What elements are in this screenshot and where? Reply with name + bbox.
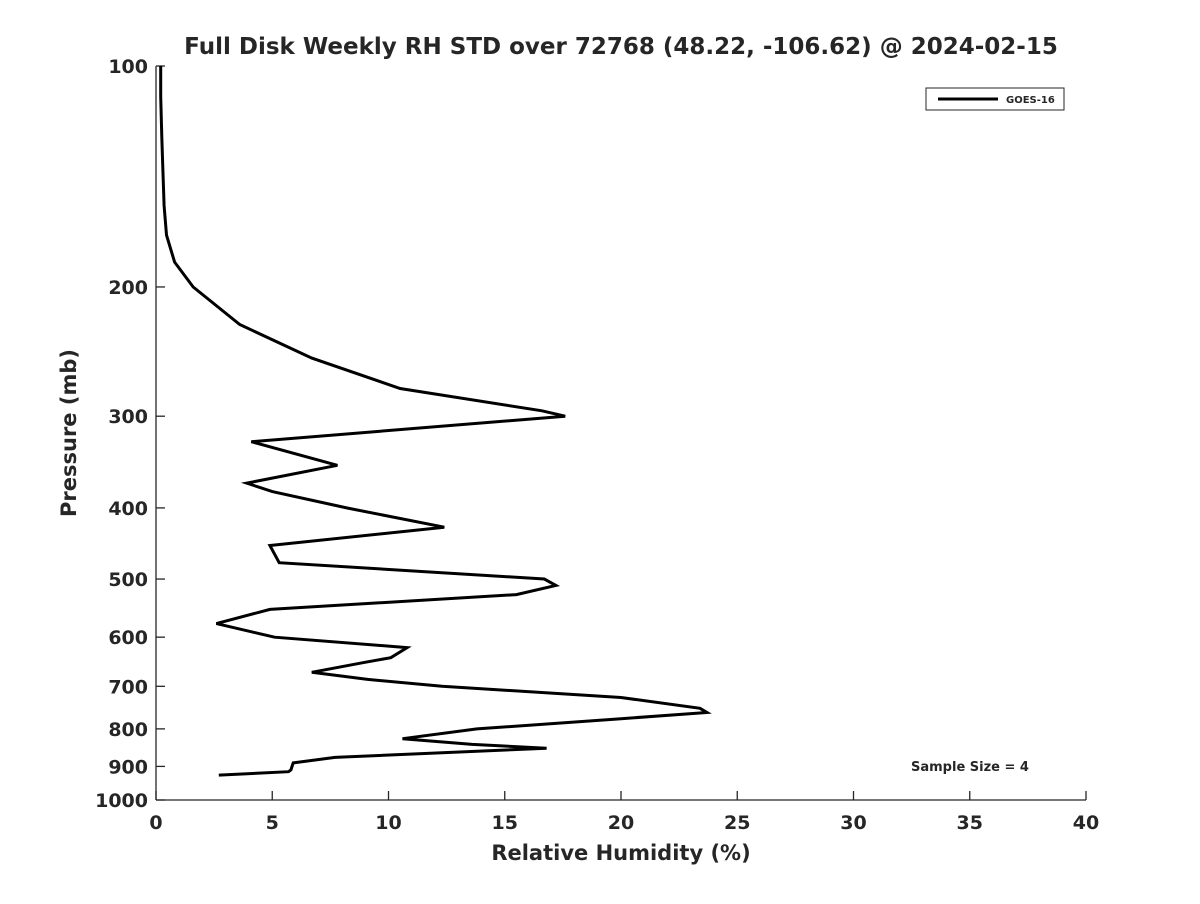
series-line-0 (159, 66, 712, 777)
x-tick-label-5: 25 (724, 812, 750, 834)
legend: GOES-16 (925, 87, 1065, 111)
series-layer (159, 66, 712, 777)
y-tick-label-7: 800 (108, 719, 148, 741)
x-tick-label-7: 35 (957, 812, 983, 834)
y-ticks: 100 200 300 400 500 600 700 800 900 1000 (95, 56, 165, 812)
y-tick-label-8: 900 (108, 756, 148, 778)
chart-title: Full Disk Weekly RH STD over 72768 (48.2… (184, 34, 1058, 60)
plot-area: 0 5 10 15 20 25 30 35 40 100 200 300 400 500 600 700 80… (95, 56, 1099, 834)
y-tick-label-2: 300 (108, 406, 148, 428)
x-tick-label-3: 15 (492, 812, 518, 834)
x-tick-label-1: 5 (266, 812, 279, 834)
x-axis-label: Relative Humidity (%) (491, 841, 750, 865)
y-tick-label-9: 1000 (95, 790, 148, 812)
y-tick-label-1: 200 (108, 277, 148, 299)
x-tick-label-6: 30 (840, 812, 866, 834)
y-tick-label-3: 400 (108, 498, 148, 520)
x-tick-label-2: 10 (375, 812, 401, 834)
y-tick-label-6: 700 (108, 676, 148, 698)
y-tick-label-4: 500 (108, 569, 148, 591)
x-tick-label-4: 20 (608, 812, 634, 834)
y-axis-label: Pressure (mb) (57, 349, 81, 517)
y-tick-label-5: 600 (108, 627, 148, 649)
x-tick-label-0: 0 (149, 812, 162, 834)
sample-size-annotation: Sample Size = 4 (911, 760, 1029, 775)
x-ticks: 0 5 10 15 20 25 30 35 40 (149, 791, 1099, 834)
y-tick-label-0: 100 (108, 56, 148, 78)
legend-entry-goes-16: GOES-16 (1006, 95, 1055, 106)
x-tick-label-8: 40 (1073, 812, 1099, 834)
